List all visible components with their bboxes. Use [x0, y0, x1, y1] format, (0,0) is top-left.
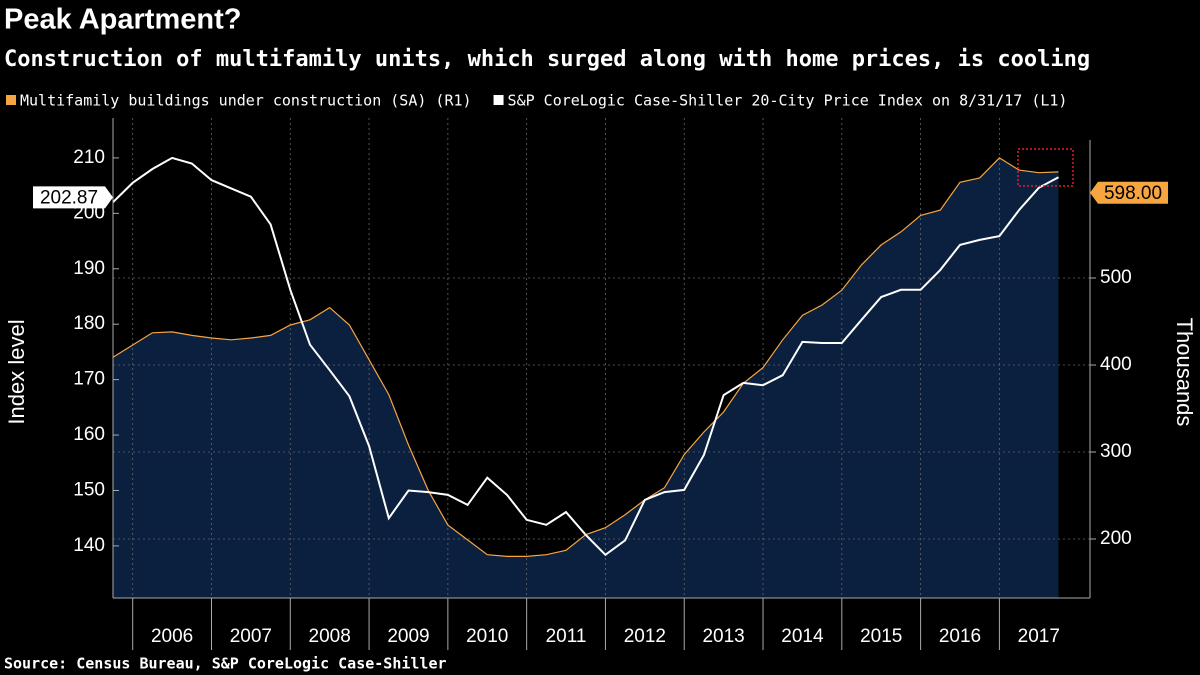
x-tick-label: 2012 [624, 626, 666, 647]
x-tick-label: 2008 [309, 626, 351, 647]
y-tick-label: 180 [73, 313, 105, 334]
y2-axis-title: Thousands [1172, 318, 1197, 427]
y-tick-label: 140 [73, 535, 105, 556]
x-tick-label: 2010 [466, 626, 508, 647]
value-flag [33, 186, 113, 209]
legend-swatch [6, 95, 16, 105]
chart-title: Peak Apartment? [4, 4, 241, 36]
y2-tick-label: 200 [1100, 528, 1132, 549]
x-tick-label: 2014 [781, 626, 824, 647]
y-axis-title: Index level [4, 319, 29, 424]
value-flag [1090, 181, 1168, 204]
line [112, 156, 1059, 557]
legend-label: S&P CoreLogic Case-Shiller 20-City Price… [508, 92, 1068, 110]
y-tick-label: 190 [73, 258, 105, 279]
y-tick-label: 170 [73, 369, 105, 390]
highlight-box [1017, 148, 1074, 187]
source: Source: Census Bureau, S&P CoreLogic Cas… [4, 655, 447, 673]
value-flag-label: 202.87 [40, 187, 98, 208]
y2-tick-label: 400 [1100, 354, 1132, 375]
x-tick-label: 2015 [860, 626, 902, 647]
y2-tick-label: 300 [1100, 441, 1132, 462]
x-tick-label: 2017 [1018, 626, 1060, 647]
chart-subtitle: Construction of multifamily units, which… [4, 47, 1090, 72]
y2-tick-label: 500 [1100, 267, 1132, 288]
legend-swatch [493, 95, 504, 105]
y-tick-label: 160 [73, 424, 105, 445]
x-tick-label: 2006 [151, 626, 193, 647]
x-tick-label: 2011 [546, 626, 587, 647]
x-tick-label: 2009 [387, 626, 429, 647]
x-tick-label: 2016 [939, 626, 981, 647]
y-tick-label: 150 [73, 479, 105, 500]
legend-label: Multifamily buildings under construction… [20, 92, 472, 110]
value-flag-label: 598.00 [1104, 183, 1162, 204]
area [113, 157, 1059, 598]
x-tick-label: 2013 [702, 626, 744, 647]
x-tick-label: 2007 [230, 626, 272, 647]
y-tick-label: 210 [73, 147, 105, 168]
